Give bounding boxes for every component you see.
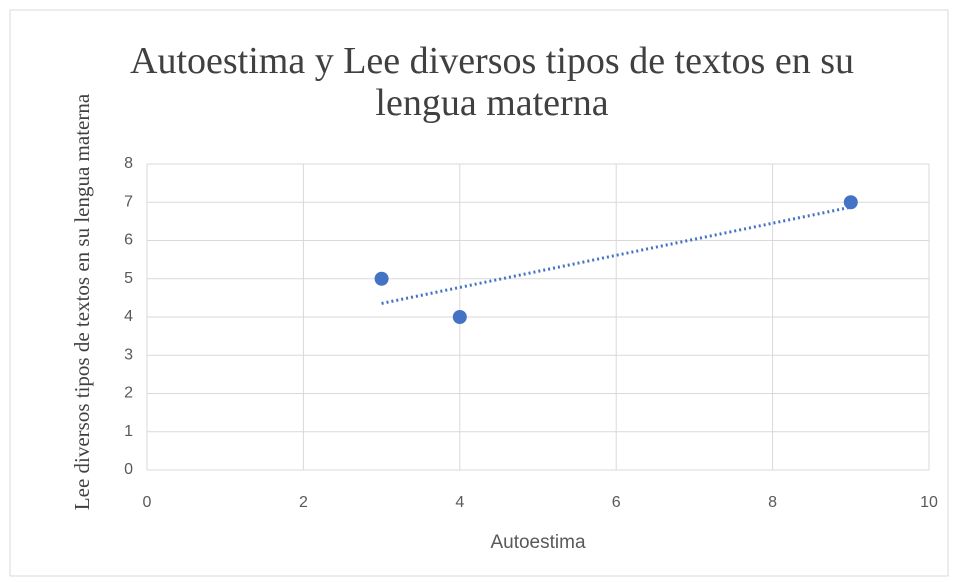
y-axis-label: Lee diversos tipos de textos en su lengu… — [70, 93, 94, 511]
chart-title: Autoestima y Lee diversos tipos de texto… — [130, 40, 854, 124]
y-tick-label: 1 — [124, 423, 133, 440]
y-tick-label: 7 — [124, 193, 133, 210]
point — [452, 310, 467, 324]
x-axis-label: Autoestima — [490, 532, 585, 553]
x-tick-label: 4 — [455, 494, 464, 511]
y-tick-label: 0 — [124, 461, 133, 478]
y-tick-label: 3 — [124, 346, 133, 363]
y-tick-label: 6 — [124, 232, 133, 249]
point — [374, 271, 389, 286]
x-tick-label: 8 — [768, 494, 777, 511]
point — [843, 195, 858, 210]
chart-border — [9, 9, 949, 577]
y-tick-label: 8 — [124, 155, 133, 172]
x-tick-label: 6 — [612, 494, 621, 511]
y-tick-label: 2 — [124, 385, 133, 402]
x-tick-label: 10 — [920, 494, 938, 511]
x-tick-label: 0 — [143, 494, 152, 511]
x-tick-label: 2 — [299, 494, 308, 511]
y-tick-label: 4 — [124, 308, 133, 325]
y-tick-label: 5 — [124, 270, 133, 287]
